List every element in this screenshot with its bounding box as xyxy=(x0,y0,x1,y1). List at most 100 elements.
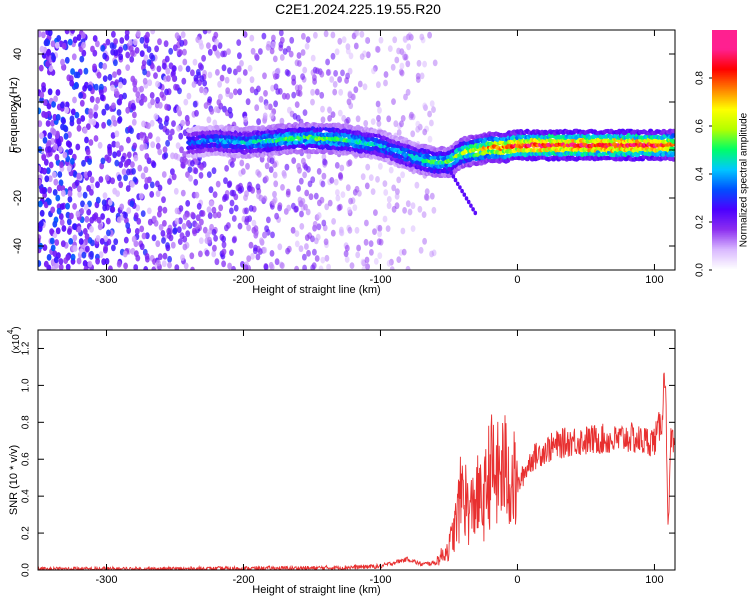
heatmap-cell xyxy=(100,157,106,165)
heatmap-cell xyxy=(116,68,122,76)
heatmap-cell xyxy=(298,245,304,253)
heatmap-cell xyxy=(162,146,168,154)
heatmap-cell xyxy=(254,53,259,60)
heatmap-cell xyxy=(136,217,142,225)
colorbar-step xyxy=(712,160,737,163)
heatmap-cell xyxy=(167,178,172,185)
heatmap-cell xyxy=(327,115,332,122)
heatmap-cell xyxy=(76,124,82,132)
heatmap-cell xyxy=(99,162,105,170)
heatmap-cell xyxy=(139,192,144,200)
heatmap-cell xyxy=(388,166,394,174)
heatmap-cell xyxy=(348,102,354,110)
heatmap-cell xyxy=(135,204,141,212)
heatmap-cell xyxy=(147,218,153,226)
heatmap-cell xyxy=(167,261,172,269)
colorbar-step xyxy=(712,166,737,169)
heatmap-cell xyxy=(250,47,256,55)
heatmap-x-tick-label: 100 xyxy=(645,274,663,286)
heatmap-cell xyxy=(136,30,141,38)
heatmap-cell xyxy=(98,251,104,259)
heatmap-cell xyxy=(89,95,95,103)
colorbar-step xyxy=(712,202,737,205)
heatmap-cell xyxy=(95,40,100,48)
heatmap-cell xyxy=(119,37,125,44)
line-x-tick-label: 0 xyxy=(514,574,520,586)
heatmap-cell xyxy=(173,152,179,160)
heatmap-cell xyxy=(181,77,187,85)
heatmap-cell xyxy=(373,258,379,265)
heatmap-cell xyxy=(326,263,331,270)
colorbar-step xyxy=(712,68,737,71)
heatmap-cell xyxy=(240,168,246,175)
heatmap-cell xyxy=(179,39,185,47)
heatmap-cell xyxy=(264,103,270,110)
heatmap-ridge-cell xyxy=(671,139,675,144)
heatmap-tail-cell xyxy=(471,207,475,212)
line-x-tick-label: 100 xyxy=(645,574,663,586)
heatmap-cell xyxy=(409,111,414,119)
colorbar-step xyxy=(712,168,737,171)
heatmap-cell xyxy=(161,171,167,178)
heatmap-cell xyxy=(81,49,87,57)
heatmap-cell xyxy=(61,189,66,197)
colorbar-step xyxy=(712,54,737,57)
heatmap-cell xyxy=(269,264,275,270)
heatmap-cell xyxy=(55,194,61,202)
heatmap-cell xyxy=(145,31,150,39)
heatmap-cell xyxy=(139,85,145,93)
heatmap-cell xyxy=(50,244,56,252)
heatmap-cell xyxy=(104,174,110,182)
colorbar-step xyxy=(712,108,737,111)
heatmap-cell xyxy=(338,228,344,236)
heatmap-cell xyxy=(60,58,65,66)
heatmap-cell xyxy=(38,165,41,172)
heatmap-cell xyxy=(122,43,128,51)
heatmap-cell xyxy=(38,220,44,228)
colorbar-step xyxy=(712,228,737,231)
heatmap-cell xyxy=(310,235,315,243)
snr-series-line xyxy=(38,372,675,570)
heatmap-cell xyxy=(332,81,338,88)
heatmap-cell xyxy=(97,223,103,231)
heatmap-cell xyxy=(106,229,111,237)
heatmap-cell xyxy=(194,222,200,230)
heatmap-cell xyxy=(123,236,129,244)
heatmap-cell xyxy=(429,100,435,107)
heatmap-cell xyxy=(89,250,94,258)
heatmap-cell xyxy=(247,64,253,72)
heatmap-cell xyxy=(92,63,97,71)
heatmap-cell xyxy=(164,103,170,111)
colorbar-step xyxy=(712,98,737,101)
colorbar-step xyxy=(712,70,737,73)
heatmap-cell xyxy=(229,249,234,256)
heatmap-cell xyxy=(114,159,120,167)
heatmap-cell xyxy=(221,64,227,72)
heatmap-cell xyxy=(113,49,119,57)
heatmap-cell xyxy=(110,177,115,185)
heatmap-cell xyxy=(157,148,163,156)
heatmap-cell xyxy=(153,72,158,79)
heatmap-cell xyxy=(416,59,422,67)
heatmap-cell xyxy=(424,125,429,133)
heatmap-cell xyxy=(415,120,421,128)
heatmap-cell xyxy=(280,184,285,191)
heatmap-cell xyxy=(99,83,104,91)
heatmap-cell xyxy=(150,141,156,149)
heatmap-cell xyxy=(150,98,156,106)
heatmap-cell xyxy=(396,47,401,55)
heatmap-cell xyxy=(70,253,76,261)
heatmap-cell xyxy=(143,54,149,62)
heatmap-cell xyxy=(229,207,234,215)
heatmap-cell xyxy=(161,196,166,204)
heatmap-cell xyxy=(427,31,432,39)
heatmap-cell xyxy=(273,83,279,91)
heatmap-cell xyxy=(72,234,78,242)
heatmap-cell xyxy=(134,250,139,258)
heatmap-cell xyxy=(157,184,163,192)
heatmap-cell xyxy=(376,238,382,246)
colorbar-step xyxy=(712,250,737,253)
heatmap-cell xyxy=(255,253,261,261)
colorbar-step xyxy=(712,88,737,91)
heatmap-cell xyxy=(353,42,359,50)
